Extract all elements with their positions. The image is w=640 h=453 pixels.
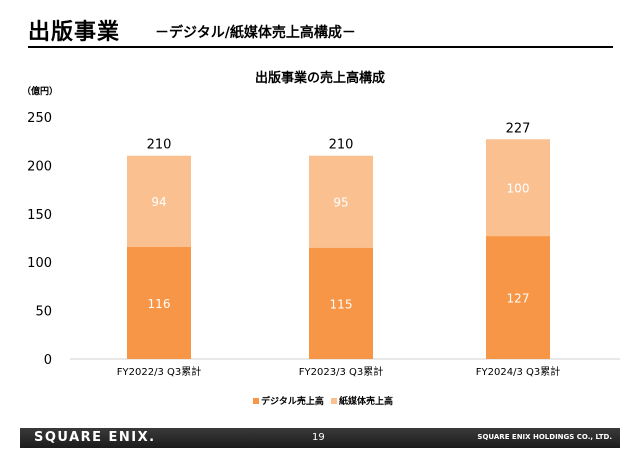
bar-digital [486, 236, 550, 359]
legend-label-digital: デジタル売上高 [261, 395, 324, 407]
data-label-print: 94 [151, 195, 166, 209]
data-label-digital: 115 [330, 297, 353, 311]
page-number: 19 [312, 432, 325, 443]
legend-swatch-print [331, 398, 337, 404]
y-tick-label: 50 [35, 305, 52, 320]
data-label-print: 95 [333, 196, 348, 210]
data-label-total: 227 [506, 121, 531, 136]
data-label-digital: 116 [148, 297, 171, 311]
y-tick-label: 0 [44, 353, 52, 368]
x-category-label: FY2024/3 Q3累計 [476, 365, 560, 378]
company-name: SQUARE ENIX HOLDINGS CO., LTD. [477, 433, 612, 441]
legend-swatch-digital [253, 398, 259, 404]
x-category-label: FY2022/3 Q3累計 [117, 365, 201, 378]
bar-print [309, 155, 373, 248]
bar-digital [309, 247, 373, 359]
y-axis-unit-label: （億円） [22, 85, 58, 97]
data-label-total: 210 [329, 138, 354, 153]
footer-bar: SQUARE ENIX. 19 SQUARE ENIX HOLDINGS CO.… [20, 428, 620, 448]
legend-label-print: 紙媒体売上高 [339, 395, 393, 407]
y-tick-label: 150 [27, 208, 52, 223]
data-label-print: 100 [507, 182, 530, 196]
y-tick-label: 250 [27, 111, 52, 126]
y-tick-label: 200 [27, 159, 52, 174]
bar-print [127, 155, 191, 247]
slide-subtitle: －デジタル/紙媒体売上高構成－ [155, 25, 356, 41]
y-tick-label: 100 [27, 256, 52, 271]
bar-print [486, 139, 550, 237]
data-label-digital: 127 [507, 292, 530, 306]
data-label-total: 210 [147, 138, 172, 153]
slide-title: 出版事業 [28, 20, 121, 45]
bar-digital [127, 246, 191, 359]
x-category-label: FY2023/3 Q3累計 [299, 365, 383, 378]
square-enix-logo: SQUARE ENIX. [34, 430, 156, 445]
title-rule [28, 46, 613, 48]
chart-title: 出版事業の売上高構成 [255, 70, 385, 86]
